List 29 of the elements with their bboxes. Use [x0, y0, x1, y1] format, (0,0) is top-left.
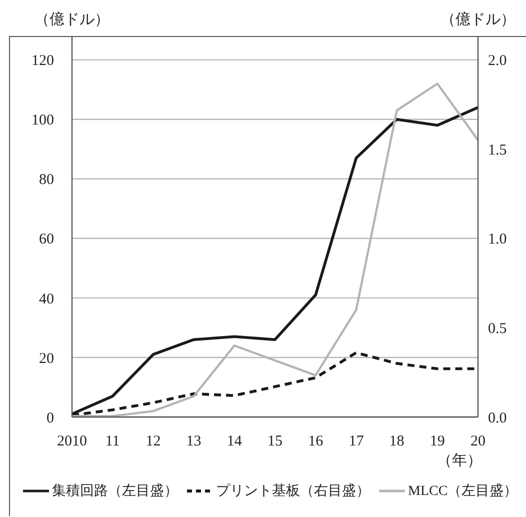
y2-tick-label: 2.0	[488, 53, 507, 70]
x-tick-label: 13	[186, 434, 202, 450]
x-tick-label: 20	[470, 434, 486, 450]
y-axis-title: （億ドル）	[34, 10, 110, 29]
y-tick-label: 0	[46, 410, 54, 426]
x-tick-label: 11	[105, 434, 120, 450]
y-tick-label: 40	[39, 291, 54, 308]
x-tick-label: 14	[226, 434, 242, 450]
x-tick-label: 2010	[57, 434, 87, 450]
y2-tick-label: 1.0	[488, 232, 507, 248]
legend-label: MLCC（左目盛）	[408, 482, 518, 500]
y-tick-label: 80	[39, 172, 54, 188]
y-tick-label: 60	[39, 232, 54, 248]
legend-label: プリント基板（右目盛）	[216, 482, 370, 500]
x-tick-label: 18	[389, 434, 404, 450]
x-tick-label: 12	[146, 434, 161, 450]
y2-tick-label: 0.0	[488, 410, 507, 426]
legend-label: 集積回路（左目盛）	[52, 482, 178, 500]
y-tick-label: 20	[39, 350, 54, 367]
x-tick-label: 15	[268, 434, 282, 450]
y-tick-label: 120	[32, 53, 54, 70]
x-tick-label: 19	[430, 434, 445, 450]
x-tick-label: 17	[348, 434, 364, 450]
x-tick-label: 16	[308, 434, 324, 450]
y-tick-label: 100	[32, 112, 54, 129]
x-axis-title: （年）	[436, 452, 484, 470]
y2-axis-title: （億ドル）	[440, 10, 516, 29]
y2-tick-label: 1.5	[488, 142, 507, 158]
y2-tick-label: 0.5	[488, 321, 507, 338]
